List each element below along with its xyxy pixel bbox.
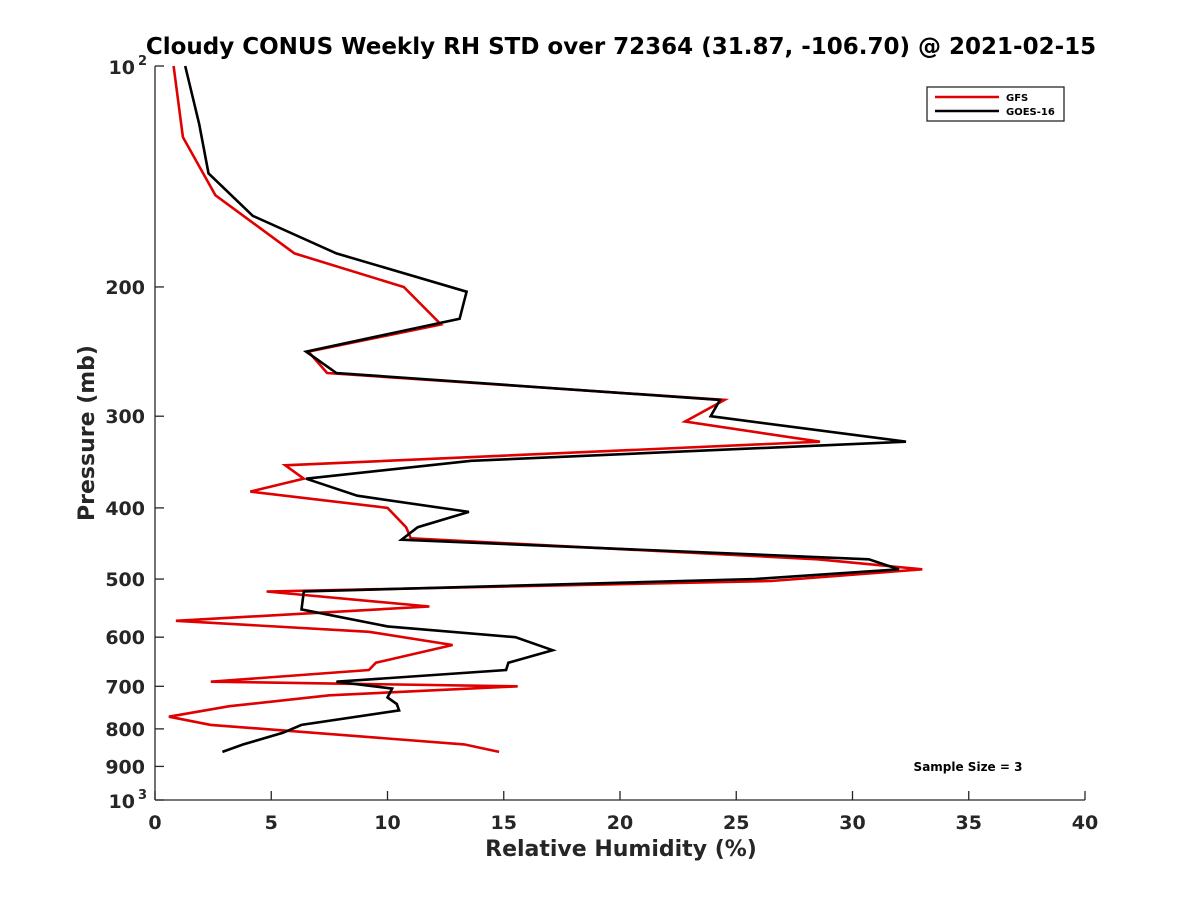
x-tick-label: 10 (374, 812, 400, 834)
legend-label-gfs: GFS (1006, 93, 1028, 104)
legend: GFS GOES-16 (926, 86, 1065, 122)
y-tick-label: 900 (105, 756, 145, 778)
y-tick-exponent: 2 (138, 54, 147, 69)
y-tick-label: 700 (105, 676, 145, 698)
x-tick-label: 35 (956, 812, 982, 834)
y-tick-label: 10 (109, 57, 135, 79)
y-tick-label: 600 (105, 627, 145, 649)
y-axis-label: Pressure (mb) (75, 345, 100, 521)
legend-label-goes-16: GOES-16 (1006, 107, 1055, 118)
x-tick-label: 20 (607, 812, 633, 834)
legend-box (926, 86, 1065, 122)
y-tick-exponent: 3 (138, 788, 147, 803)
x-axis-label: Relative Humidity (%) (485, 837, 757, 862)
x-tick-label: 5 (265, 812, 278, 834)
y-tick-label: 400 (105, 498, 145, 520)
x-tick-label: 40 (1072, 812, 1098, 834)
y-tick-label: 800 (105, 719, 145, 741)
sample-size-annotation: Sample Size = 3 (914, 760, 1023, 774)
x-tick-label: 25 (723, 812, 749, 834)
y-tick-label: 10 (109, 791, 135, 813)
y-tick-label: 500 (105, 569, 145, 591)
y-tick-label: 300 (105, 406, 145, 428)
y-tick-label: 200 (105, 277, 145, 299)
series-layer (168, 65, 923, 754)
x-tick-label: 15 (491, 812, 517, 834)
chart-title: Cloudy CONUS Weekly RH STD over 72364 (3… (146, 34, 1096, 60)
x-tick-label: 0 (148, 812, 161, 834)
x-tick-label: 30 (839, 812, 865, 834)
series-line-goes-16 (183, 65, 907, 754)
